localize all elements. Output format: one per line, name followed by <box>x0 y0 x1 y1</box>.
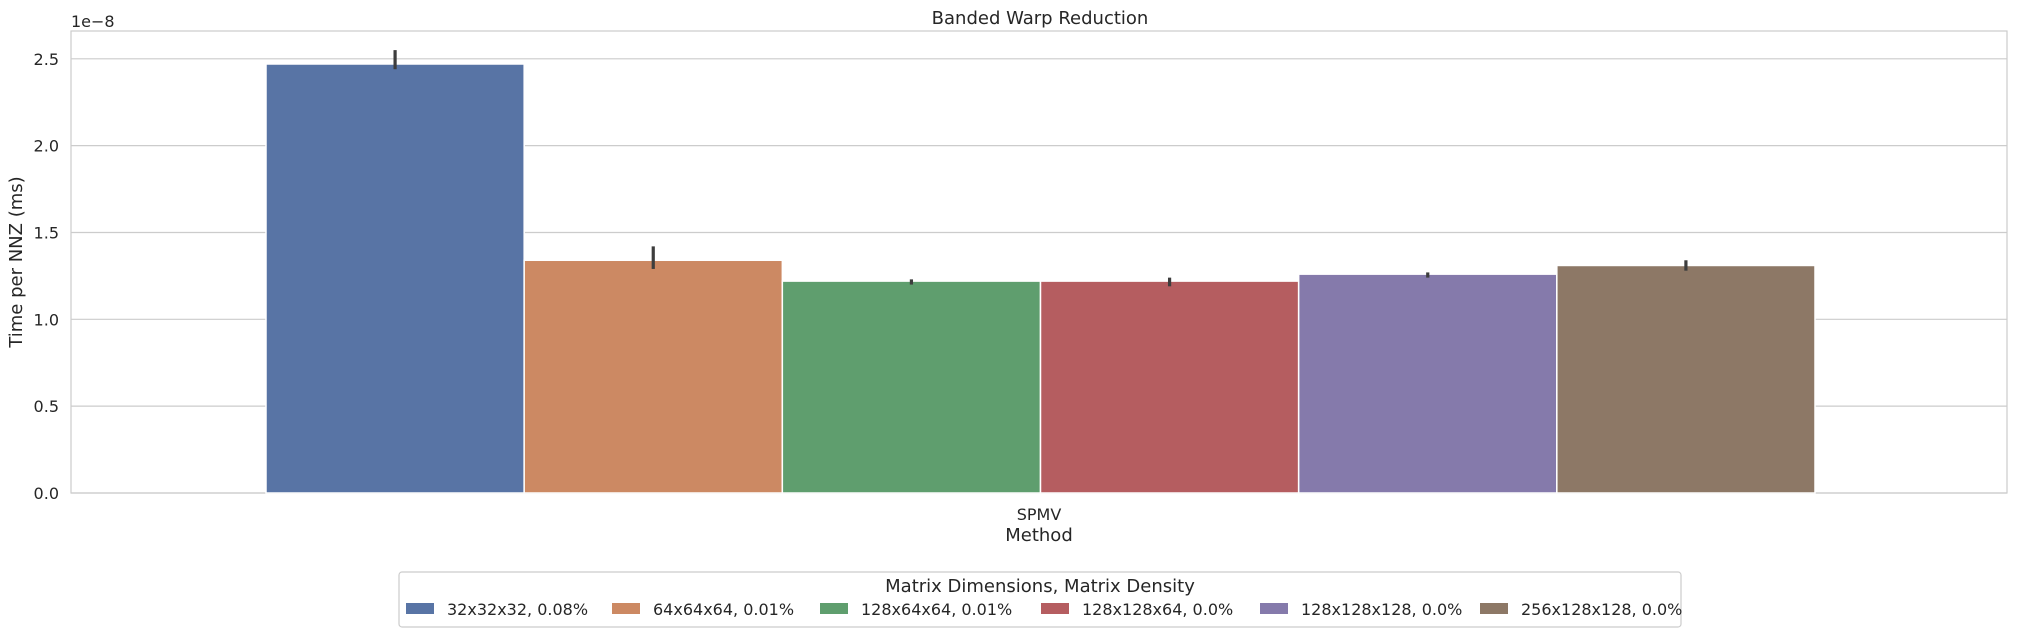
legend-label: 32x32x32, 0.08% <box>447 600 588 619</box>
x-axis-label: Method <box>1005 525 1073 546</box>
x-tick-label: SPMV <box>1017 505 1062 524</box>
legend-label: 256x128x128, 0.0% <box>1521 600 1682 619</box>
y-tick-labels: 0.0 0.5 1.0 1.5 2.0 2.5 <box>34 50 59 503</box>
legend-swatch <box>1041 603 1069 614</box>
legend: Matrix Dimensions, Matrix Density 32x32x… <box>398 571 1682 628</box>
legend-swatch <box>1260 603 1288 614</box>
bar <box>1556 264 1816 494</box>
bar <box>781 280 1042 494</box>
y-tick-label: 0.5 <box>34 397 59 416</box>
legend-items: 32x32x32, 0.08% 64x64x64, 0.01% 128x64x64,… <box>406 600 1682 619</box>
legend-swatch <box>1480 603 1508 614</box>
legend-label: 128x128x64, 0.0% <box>1082 600 1233 619</box>
bar <box>1297 273 1558 494</box>
y-tick-label: 2.5 <box>34 50 59 69</box>
y-tick-label: 0.0 <box>34 484 59 503</box>
y-tick-label: 2.0 <box>34 137 59 156</box>
y-tick-label: 1.5 <box>34 223 59 242</box>
legend-swatch <box>612 603 640 614</box>
y-tick-label: 1.0 <box>34 310 59 329</box>
chart-title: Banded Warp Reduction <box>932 8 1149 29</box>
y-offset-label: 1e−8 <box>71 12 115 31</box>
error-bars <box>393 50 1688 287</box>
legend-label: 128x128x128, 0.0% <box>1301 600 1462 619</box>
legend-swatch <box>820 603 848 614</box>
legend-label: 64x64x64, 0.01% <box>653 600 794 619</box>
legend-title: Matrix Dimensions, Matrix Density <box>885 576 1195 597</box>
legend-swatch <box>406 603 434 614</box>
legend-frame <box>398 571 1682 628</box>
bar <box>523 259 784 494</box>
bar <box>265 63 525 494</box>
y-axis-label: Time per NNZ (ms) <box>6 176 27 348</box>
bar <box>1039 280 1300 494</box>
legend-label: 128x64x64, 0.01% <box>861 600 1012 619</box>
